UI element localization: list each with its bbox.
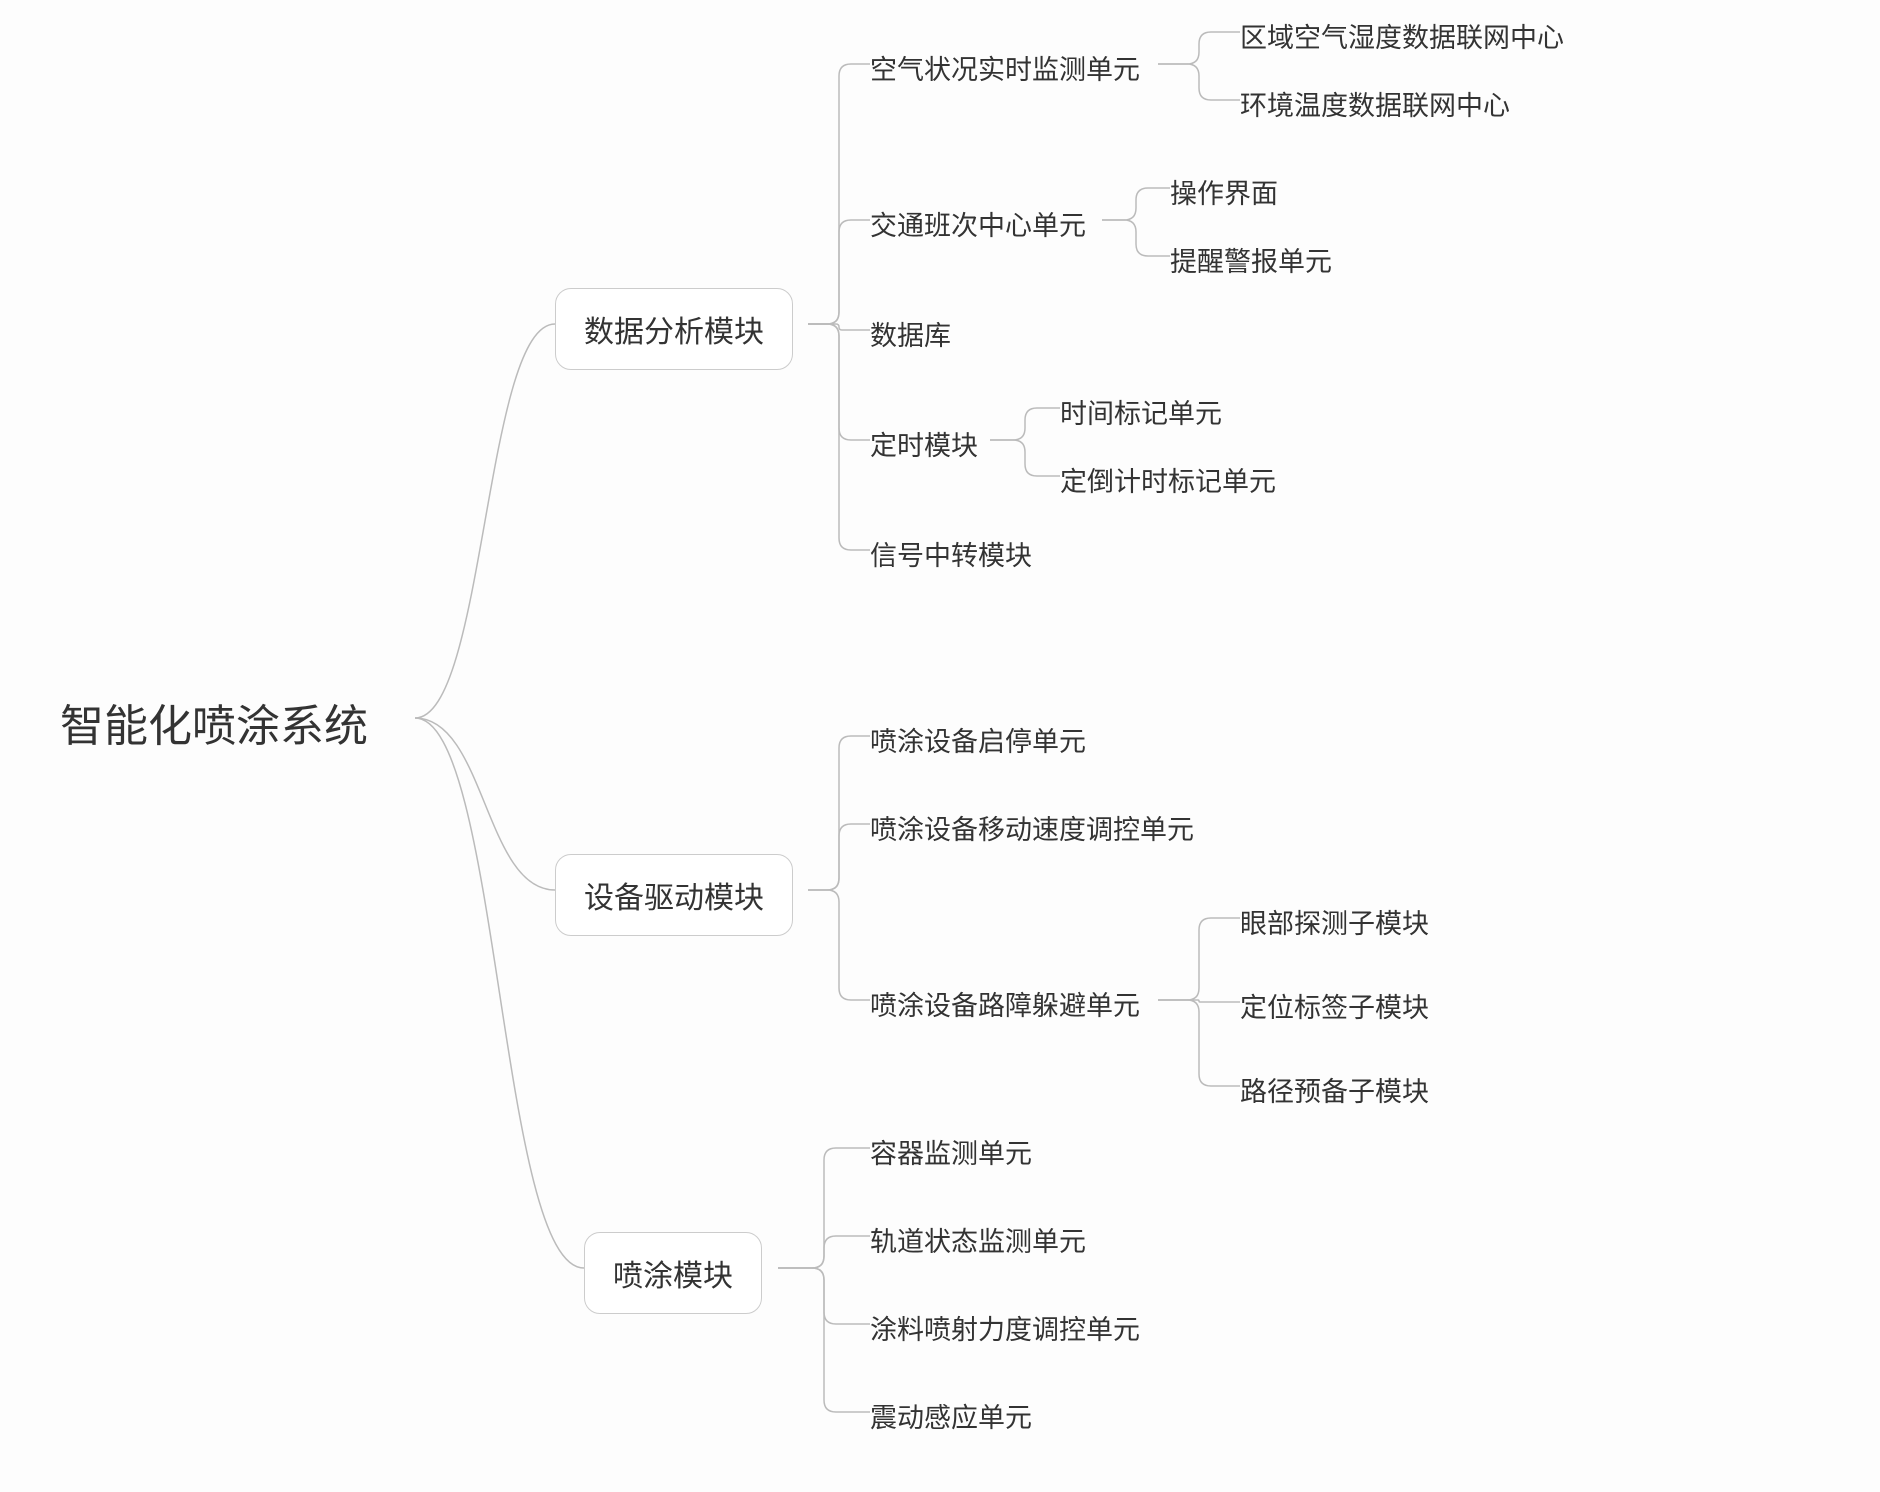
- level3-node: 定位标签子模块: [1240, 986, 1429, 1025]
- level2-node: 容器监测单元: [870, 1132, 1032, 1171]
- level3-node: 定倒计时标记单元: [1060, 460, 1276, 499]
- level1-node-spray: 喷涂模块: [584, 1232, 762, 1314]
- level2-node: 信号中转模块: [870, 534, 1032, 573]
- level3-node: 操作界面: [1170, 172, 1278, 211]
- level3-node: 路径预备子模块: [1240, 1070, 1429, 1109]
- level3-node: 提醒警报单元: [1170, 240, 1332, 279]
- level3-node: 区域空气湿度数据联网中心: [1240, 16, 1564, 55]
- level2-node: 数据库: [870, 314, 951, 353]
- level2-node: 轨道状态监测单元: [870, 1220, 1086, 1259]
- level2-node: 喷涂设备移动速度调控单元: [870, 808, 1194, 847]
- level2-node: 喷涂设备启停单元: [870, 720, 1086, 759]
- level1-node-data-analysis: 数据分析模块: [555, 288, 793, 370]
- level2-node: 震动感应单元: [870, 1396, 1032, 1435]
- level2-node: 喷涂设备路障躲避单元: [870, 984, 1140, 1023]
- level2-node: 涂料喷射力度调控单元: [870, 1308, 1140, 1347]
- level1-node-device-drive: 设备驱动模块: [555, 854, 793, 936]
- level3-node: 眼部探测子模块: [1240, 902, 1429, 941]
- level2-node: 交通班次中心单元: [870, 204, 1086, 243]
- level2-node: 空气状况实时监测单元: [870, 48, 1140, 87]
- level3-node: 环境温度数据联网中心: [1240, 84, 1510, 123]
- level2-node: 定时模块: [870, 424, 978, 463]
- root-node: 智能化喷涂系统: [60, 690, 368, 754]
- level3-node: 时间标记单元: [1060, 392, 1222, 431]
